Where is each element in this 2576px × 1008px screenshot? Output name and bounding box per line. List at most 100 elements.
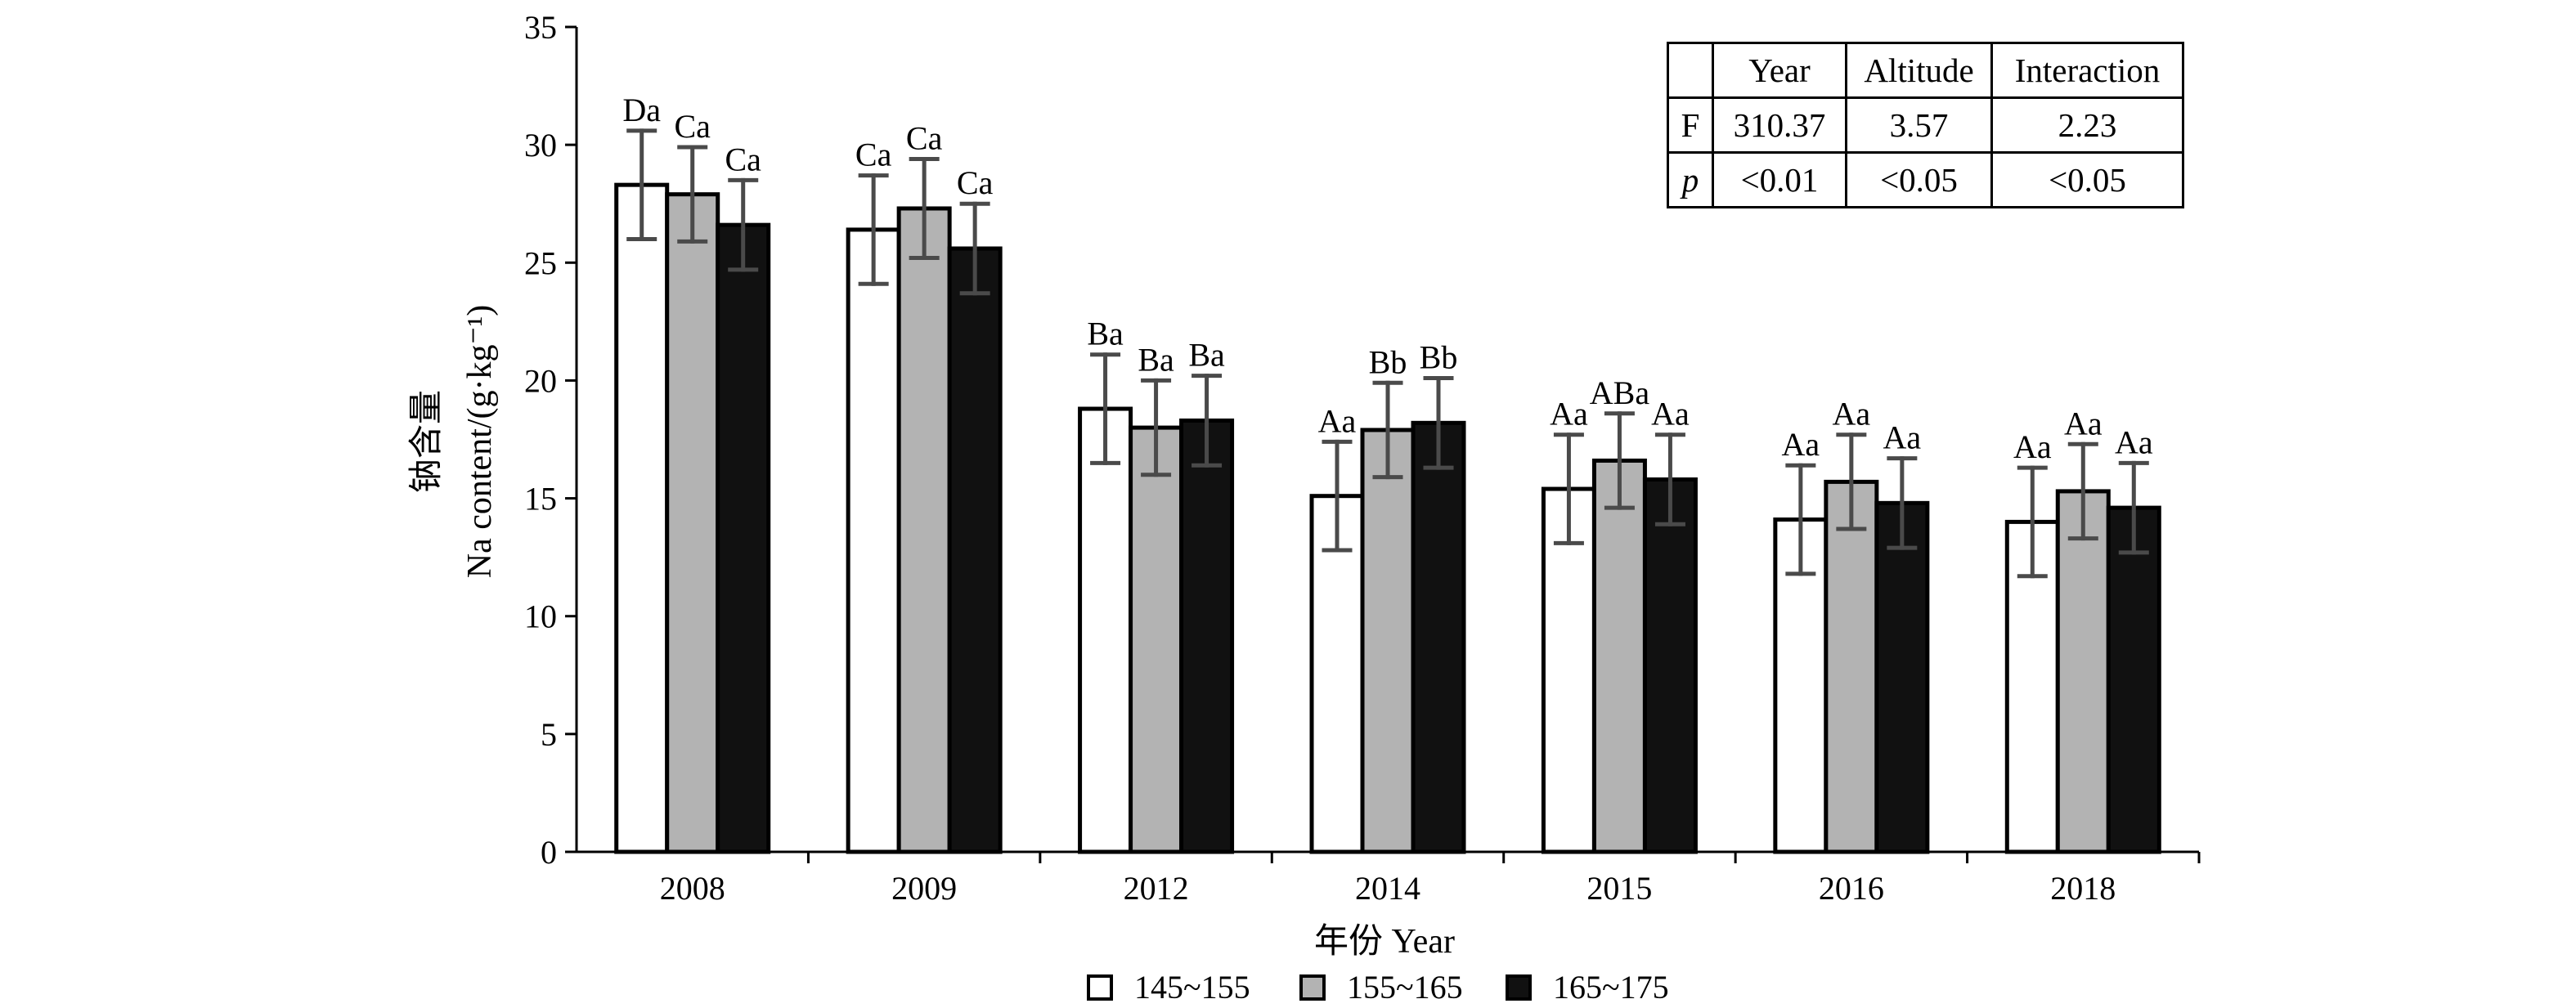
bars [614,182,2161,854]
error-bar-series3-2018 [2118,460,2149,555]
y-tick-label-15: 15 [524,481,557,517]
y-tick-label-35: 35 [524,9,557,46]
y-tick-label-0: 0 [541,834,557,871]
error-bar-series2-2014 [1372,380,1403,480]
error-bar-series3-2008 [728,177,759,272]
significance-label-series1-2009: Ca [855,137,892,173]
significance-label-series3-2016: Aa [1883,419,1922,456]
error-bar-series1-2008 [626,128,657,241]
bar-series1-2009 [846,227,901,854]
stats-row-label-f: F [1667,96,1714,154]
stats-f-year: 310.37 [1712,96,1847,154]
x-tick-label-2009: 2009 [891,870,957,907]
stats-row-label-p: p [1667,151,1714,208]
y-tick-label-30: 30 [524,127,557,164]
error-bar-series3-2015 [1654,432,1685,526]
stats-row-p: p <0.01 <0.05 <0.05 [1667,151,2184,208]
stats-corner-cell [1667,42,1714,99]
stats-col-interaction: Interaction [1990,42,2184,99]
bar-series3-2016 [1874,500,1930,854]
legend-label-series2: 155~165 [1347,969,1463,1006]
stats-p-interaction: <0.05 [1990,151,2184,208]
bar-series3-2008 [716,222,771,854]
significance-label-series1-2014: Aa [1318,402,1357,439]
legend-label-series3: 165~175 [1553,969,1669,1006]
stats-p-year: <0.01 [1712,151,1847,208]
y-tick-label-25: 25 [524,244,557,281]
error-bar-series2-2012 [1141,378,1172,477]
stats-p-altitude: <0.05 [1845,151,1993,208]
error-bar-series3-2016 [1887,456,1918,550]
legend-item-series1: 145~155 [1087,969,1250,1006]
stats-row-f: F 310.37 3.57 2.23 [1667,96,2184,154]
legend-label-series1: 145~155 [1134,969,1250,1006]
anova-stats-table: Year Altitude Interaction F 310.37 3.57 … [1667,42,2184,208]
error-bar-series2-2015 [1604,411,1635,510]
error-bar-series1-2014 [1322,439,1353,553]
bar-series1-2012 [1078,406,1133,854]
significance-label-series3-2018: Aa [2115,423,2153,460]
x-tick-label-2015: 2015 [1586,870,1652,907]
error-bar-series2-2009 [909,156,940,261]
significance-label-series3-2008: Ca [725,141,761,177]
stats-f-interaction: 2.23 [1990,96,2184,154]
bar-series3-2015 [1642,477,1698,854]
x-tick-label-2016: 2016 [1819,870,1884,907]
significance-label-series1-2018: Aa [2013,428,2052,465]
legend-swatch-series3 [1506,974,1532,1001]
bar-series2-2008 [665,192,720,854]
significance-label-series3-2012: Ba [1188,337,1225,374]
bar-series3-2018 [2106,505,2161,854]
error-bar-series2-2016 [1836,432,1867,531]
stats-col-year: Year [1712,42,1847,99]
significance-label-series3-2015: Aa [1651,396,1690,432]
significance-label-series1-2012: Ba [1087,316,1124,352]
significance-label-series2-2018: Aa [2064,405,2103,441]
y-axis-title-line-2: Na content/(g·kg⁻¹) [461,305,499,578]
error-bar-series2-2008 [677,145,708,244]
error-bar-series2-2018 [2067,441,2098,541]
significance-label-series2-2016: Aa [1833,396,1871,432]
bar-series3-2009 [947,246,1003,854]
error-bar-series3-2009 [959,201,990,296]
error-bar-series1-2012 [1090,352,1121,465]
x-tick-label-2012: 2012 [1124,870,1189,907]
y-tick-label-5: 5 [541,716,557,753]
x-tick-label-2008: 2008 [660,870,725,907]
bar-series3-2012 [1179,418,1235,854]
legend-item-series2: 155~165 [1299,969,1463,1006]
legend: 145~155 155~165 165~175 [1087,969,1669,1006]
x-tick-label-2018: 2018 [2050,870,2116,907]
bar-series2-2012 [1129,425,1184,854]
bar-series2-2018 [2055,489,2111,854]
significance-label-series3-2009: Ca [957,164,994,201]
significance-label-series1-2008: Da [622,92,661,128]
bar-series3-2014 [1411,420,1466,854]
axes: 0 5 10 15 20 25 30 35 2008 2009 2012 2014 2015 2016 20… [408,9,2201,961]
error-bar-series1-2018 [2017,465,2048,579]
error-bar-series3-2014 [1423,376,1454,470]
significance-label-series1-2015: Aa [1550,396,1588,432]
error-bar-series1-2016 [1785,463,1816,576]
y-tick-label-10: 10 [524,598,557,635]
significance-label-series1-2016: Aa [1782,426,1820,463]
y-axis-title-line-1: 钠含量 [408,390,446,493]
bar-series2-2015 [1591,458,1647,854]
significance-label-series2-2015: ABa [1590,374,1650,411]
significance-label-series2-2009: Ca [906,119,943,156]
bar-series2-2014 [1360,428,1416,854]
significance-label-series2-2014: Bb [1369,343,1407,380]
error-bars [626,128,2149,579]
stats-f-altitude: 3.57 [1845,96,1993,154]
bar-series2-2009 [896,206,952,854]
error-bar-series1-2015 [1553,432,1584,545]
bar-series2-2016 [1824,479,1879,854]
error-bar-series3-2012 [1192,374,1223,468]
significance-label-series3-2014: Bb [1420,339,1458,376]
legend-item-series3: 165~175 [1506,969,1669,1006]
bar-series1-2008 [614,182,670,854]
significance-label-series2-2008: Ca [674,108,711,145]
